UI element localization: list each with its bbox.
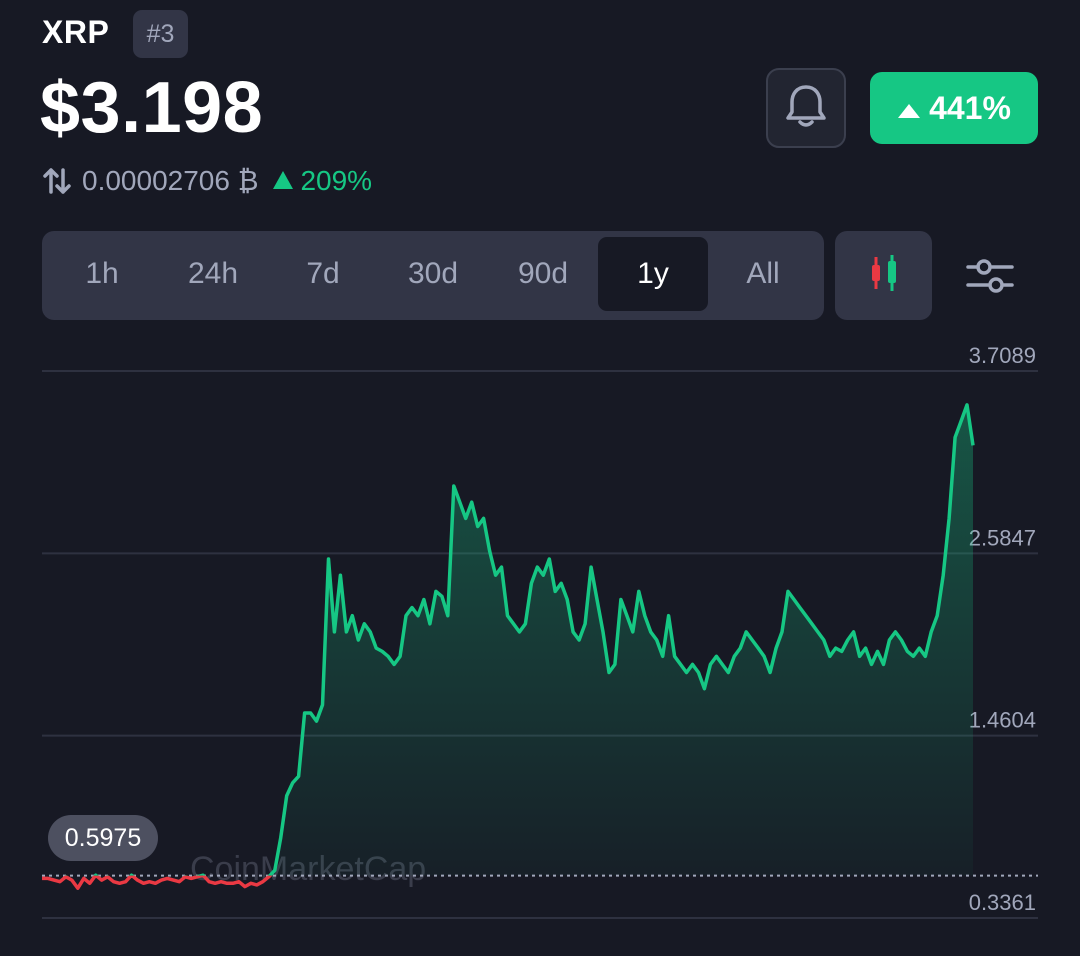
caret-up-icon: [897, 90, 921, 127]
price-line-down: [42, 875, 273, 890]
price-alert-button[interactable]: [766, 68, 846, 148]
candlestick-toggle-button[interactable]: [835, 231, 932, 320]
chart-settings-button[interactable]: [960, 248, 1020, 308]
btc-price-row: 0.00002706 ₿ 209%: [42, 163, 372, 199]
swap-arrows-icon[interactable]: [42, 166, 72, 196]
btc-price: 0.00002706 ₿: [82, 165, 259, 196]
coin-symbol: XRP: [42, 14, 110, 50]
candlestick-icon: [867, 253, 901, 298]
start-price-badge: 0.5975: [48, 815, 158, 861]
price-area: [42, 404, 973, 876]
change-value: 441%: [929, 89, 1011, 126]
price-line-up: [64, 403, 975, 876]
tab-7d[interactable]: 7d: [306, 257, 340, 290]
tab-all[interactable]: All: [746, 257, 780, 290]
bell-icon: [783, 82, 829, 135]
triangle-up-icon: [272, 165, 294, 197]
y-tick-label: 0.3361: [969, 890, 1036, 915]
sliders-icon: [966, 255, 1014, 302]
timeframe-selector: 1h 24h 7d 30d 90d 1y All: [42, 231, 824, 320]
btc-change: 209%: [272, 165, 372, 197]
tab-1h[interactable]: 1h: [85, 257, 119, 290]
y-tick-label: 3.7089: [969, 343, 1036, 368]
y-tick-label: 1.4604: [969, 708, 1036, 733]
change-pill: 441%: [870, 72, 1038, 144]
tab-90d[interactable]: 90d: [517, 257, 569, 290]
tab-24h[interactable]: 24h: [187, 257, 239, 290]
tab-30d[interactable]: 30d: [407, 257, 459, 290]
rank-badge: #3: [133, 10, 188, 58]
tab-1y[interactable]: 1y: [598, 237, 708, 311]
current-price: $3.198: [40, 68, 264, 148]
y-tick-label: 2.5847: [969, 525, 1036, 550]
btc-change-value: 209%: [300, 165, 373, 196]
